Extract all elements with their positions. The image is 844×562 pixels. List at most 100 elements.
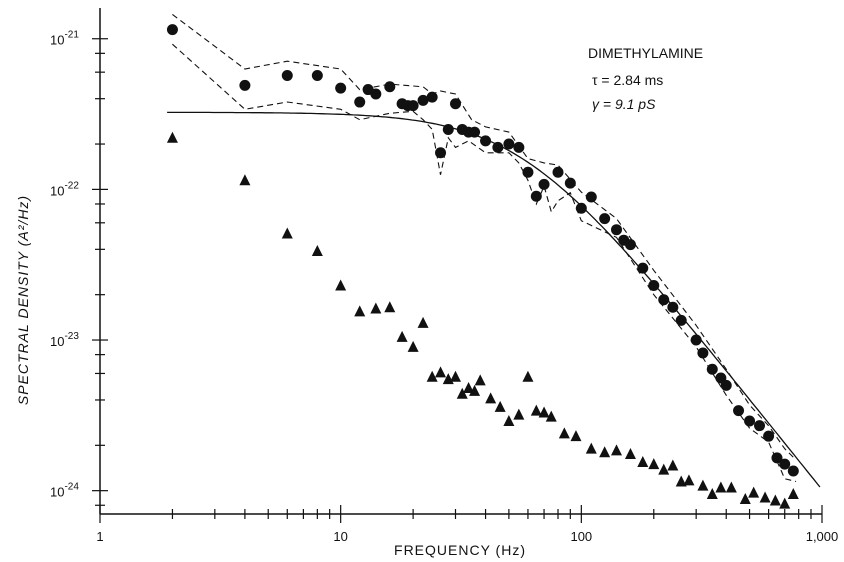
circle-point	[384, 81, 396, 93]
triangle-point	[396, 330, 408, 342]
circle-point	[771, 452, 783, 464]
triangle-point	[683, 474, 695, 486]
axes	[92, 8, 823, 523]
circle-point	[442, 123, 454, 135]
circle-point	[585, 191, 597, 203]
circle-point	[354, 96, 366, 108]
circle-point	[480, 135, 492, 147]
triangle-point	[624, 448, 636, 460]
y-tick-label: 10-24	[50, 482, 79, 500]
triangle-point	[384, 301, 396, 313]
triangle-point	[494, 400, 506, 412]
circle-point	[449, 98, 461, 110]
circle-point	[564, 177, 576, 189]
circle-point	[779, 458, 791, 470]
triangle-point	[335, 279, 347, 291]
circle-point	[513, 141, 525, 153]
triangle-point	[166, 131, 178, 143]
circle-point	[744, 415, 756, 427]
triangle-point	[469, 384, 481, 396]
y-tick-label: 10-21	[50, 30, 79, 48]
envelope-line-1	[172, 13, 797, 461]
circle-point	[787, 465, 799, 477]
x-axis-title: FREQUENCY (Hz)	[394, 542, 526, 558]
circle-point	[690, 334, 702, 346]
circle-point	[706, 363, 718, 375]
circle-point	[763, 430, 775, 442]
x-tick-label: 1,000	[806, 529, 839, 544]
circle-point	[530, 190, 542, 202]
triangle-point	[530, 404, 542, 416]
circle-point	[697, 347, 709, 359]
envelope-line-2	[172, 43, 797, 483]
circle-point	[611, 224, 623, 236]
triangle-point	[513, 408, 525, 420]
triangle-point	[474, 374, 486, 386]
circle-point	[675, 314, 687, 326]
x-tick-labels: 1 10 100 1,000	[96, 529, 838, 544]
circle-point	[239, 79, 251, 91]
triangle-point	[558, 427, 570, 439]
circle-point	[720, 379, 732, 391]
y-axis-title: SPECTRAL DENSITY (A²/Hz)	[15, 195, 31, 405]
x-tick-label: 100	[570, 529, 592, 544]
triangle-point	[570, 430, 582, 442]
circle-point	[492, 141, 504, 153]
triangle-point	[739, 493, 751, 505]
circle-point	[435, 147, 447, 159]
fit-curve	[167, 111, 821, 488]
circle-point	[754, 420, 766, 432]
circle-point	[575, 202, 587, 214]
triangle-point	[599, 446, 611, 458]
circle-point	[599, 213, 611, 225]
circle-point	[417, 94, 429, 106]
triangle-point	[485, 392, 497, 404]
triangle-point	[407, 340, 419, 352]
triangle-point	[370, 302, 382, 314]
circle-point	[311, 70, 323, 82]
triangle-point	[538, 406, 550, 418]
triangle-point	[748, 486, 760, 498]
triangle-point	[449, 370, 461, 382]
circle-point	[469, 126, 481, 138]
circle-point	[503, 138, 515, 150]
circle-point	[624, 239, 636, 251]
circle-point	[281, 70, 293, 82]
triangle-point	[611, 444, 623, 456]
triangle-point	[759, 491, 771, 503]
triangle-point	[354, 305, 366, 317]
y-tick-label: 10-23	[50, 331, 79, 349]
circle-point	[166, 24, 178, 36]
triangle-point	[311, 244, 323, 256]
circle-point	[522, 166, 534, 178]
triangle-point	[522, 370, 534, 382]
confidence-envelopes	[172, 13, 797, 483]
triangle-point	[675, 475, 687, 487]
triangle-point	[281, 227, 293, 239]
x-tick-label: 1	[96, 529, 103, 544]
circle-point	[370, 88, 382, 100]
circle-point	[658, 294, 670, 306]
triangle-point	[706, 488, 718, 500]
annotation-tau: τ = 2.84 ms	[592, 72, 663, 88]
triangle-point	[787, 488, 799, 500]
triangle-point	[697, 479, 709, 491]
triangle-point	[715, 481, 727, 493]
triangle-point	[769, 494, 781, 506]
circle-point	[667, 301, 679, 313]
circle-point	[335, 82, 347, 94]
annotation-title: DIMETHYLAMINE	[588, 45, 703, 61]
triangle-point	[658, 463, 670, 475]
triangle-point	[239, 174, 251, 186]
circle-point	[648, 280, 660, 292]
triangle-point	[667, 459, 679, 471]
y-tick-labels: 10-21 10-22 10-23 10-24	[50, 30, 79, 500]
triangle-point	[545, 410, 557, 422]
circle-point	[637, 262, 649, 274]
triangle-point	[779, 497, 791, 509]
fit-curve-group	[167, 111, 821, 488]
triangle-point	[456, 387, 468, 399]
data-markers	[166, 24, 799, 509]
y-tick-label: 10-22	[50, 180, 79, 198]
